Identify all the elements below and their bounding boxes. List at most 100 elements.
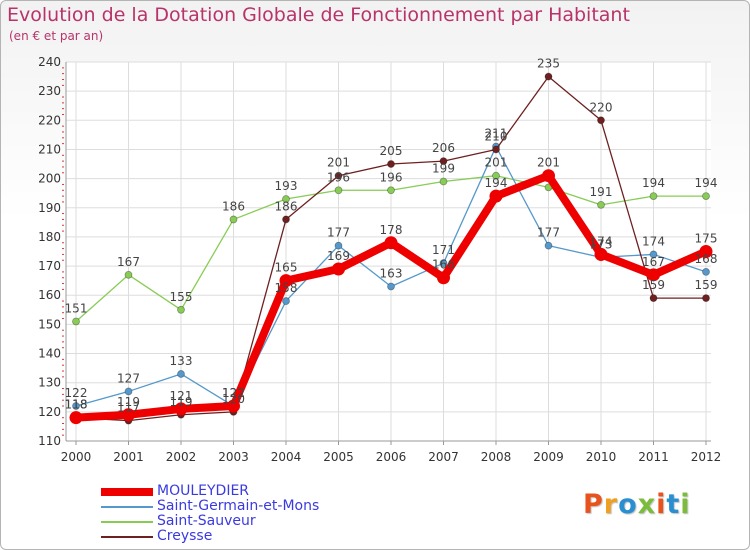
legend-swatch-saint-sauveur	[101, 521, 153, 523]
chart-title: Evolution de la Dotation Globale de Fonc…	[7, 4, 630, 26]
x-tick-label: 2007	[428, 450, 459, 464]
data-point-mouleydier	[647, 268, 660, 282]
data-point-creysse	[439, 157, 448, 166]
y-tick-label: 220	[38, 113, 61, 127]
data-point-saint-germain-et-mons	[124, 387, 133, 396]
data-point-saint-germain-et-mons	[439, 259, 448, 268]
data-label-saint-sauveur: 191	[590, 185, 613, 199]
data-point-saint-sauveur	[334, 186, 343, 195]
legend-swatch-mouleydier	[101, 488, 153, 496]
data-label-mouleydier: 165	[275, 261, 298, 275]
data-label-saint-sauveur: 167	[117, 255, 140, 269]
data-label-saint-sauveur: 194	[695, 176, 718, 190]
data-point-saint-sauveur	[492, 171, 500, 180]
data-label-creysse: 186	[275, 199, 298, 213]
data-label-creysse: 119	[170, 395, 193, 409]
data-label-saint-germain-et-mons: 211	[485, 127, 508, 141]
y-tick-label: 140	[38, 347, 61, 361]
x-tick-label: 2009	[533, 450, 564, 464]
data-point-saint-sauveur	[229, 215, 238, 224]
legend-label-saint-germain-et-mons: Saint-Germain-et-Mons	[157, 498, 320, 514]
data-point-mouleydier	[69, 411, 83, 425]
data-label-saint-germain-et-mons: 158	[275, 281, 298, 295]
logo-letter: o	[618, 489, 638, 520]
logo-letter: P	[583, 489, 604, 520]
data-point-mouleydier	[332, 262, 345, 276]
data-label-saint-germain-et-mons: 174	[642, 234, 665, 248]
x-tick-label: 2003	[218, 450, 249, 464]
x-tick-label: 2006	[376, 450, 407, 464]
x-tick-label: 2005	[323, 450, 354, 464]
data-label-saint-germain-et-mons: 163	[380, 266, 403, 280]
y-tick-label: 200	[38, 172, 61, 186]
data-label-saint-sauveur: 196	[327, 170, 350, 184]
data-label-creysse: 159	[695, 278, 718, 292]
legend-label-saint-sauveur: Saint-Sauveur	[157, 513, 256, 529]
data-label-saint-germain-et-mons: 173	[590, 237, 613, 251]
proxiti-logo[interactable]: Proxiti	[583, 489, 691, 520]
data-label-mouleydier: 201	[537, 156, 560, 170]
data-label-mouleydier: 118	[65, 398, 88, 412]
data-label-mouleydier: 178	[380, 223, 403, 237]
data-label-creysse: 206	[432, 141, 455, 155]
data-point-saint-sauveur	[702, 192, 710, 201]
y-tick-label: 160	[38, 288, 61, 302]
data-label-mouleydier: 121	[170, 389, 193, 403]
data-label-saint-germain-et-mons: 168	[695, 252, 718, 266]
data-point-creysse	[649, 294, 658, 303]
data-point-saint-germain-et-mons	[334, 241, 343, 250]
logo-letter: t	[666, 489, 681, 520]
data-label-saint-sauveur: 186	[222, 199, 245, 213]
x-tick-label: 2004	[271, 450, 302, 464]
data-point-creysse	[334, 171, 343, 180]
axes: 110 120 130 140 150 160 170 180 190 200 210 220 230 2…	[38, 55, 721, 464]
data-point-mouleydier	[594, 247, 608, 261]
plot-area	[66, 62, 711, 441]
data-label-mouleydier: 122	[222, 386, 245, 400]
data-label-saint-sauveur: 151	[65, 301, 88, 315]
y-tick-label: 110	[38, 434, 61, 448]
y-tick-label: 120	[38, 405, 61, 419]
legend-swatch-saint-germain-et-mons	[101, 506, 153, 508]
data-point-creysse	[387, 160, 395, 168]
data-label-creysse: 118	[65, 398, 88, 412]
y-tick-label: 150	[38, 317, 61, 331]
y-tick-label: 190	[38, 201, 61, 215]
data-label-creysse: 210	[485, 129, 508, 143]
data-label-mouleydier: 174	[590, 234, 613, 248]
legend-label-creysse: Creysse	[157, 528, 213, 544]
data-label-saint-germain-et-mons: 122	[65, 386, 88, 400]
data-label-creysse: 201	[327, 156, 350, 170]
data-label-saint-germain-et-mons: 171	[432, 243, 455, 257]
x-tick-label: 2001	[113, 450, 144, 464]
data-point-saint-germain-et-mons	[177, 370, 185, 378]
x-tick-label: 2010	[586, 450, 617, 464]
data-point-mouleydier	[227, 399, 240, 413]
data-point-creysse	[702, 294, 710, 303]
data-point-saint-sauveur	[282, 195, 290, 203]
data-label-saint-sauveur: 201	[485, 156, 508, 170]
x-tick-label: 2012	[691, 450, 722, 464]
data-point-mouleydier	[699, 245, 713, 258]
data-label-creysse: 117	[117, 401, 140, 415]
data-point-saint-sauveur	[72, 317, 80, 326]
data-point-saint-germain-et-mons	[72, 402, 80, 410]
y-tick-label: 230	[38, 84, 61, 98]
x-tick-label: 2008	[481, 450, 512, 464]
data-point-creysse	[282, 215, 290, 224]
y-tick-label: 130	[38, 376, 61, 390]
data-label-mouleydier: 167	[642, 255, 665, 269]
data-point-creysse	[597, 116, 605, 125]
data-label-saint-germain-et-mons: 133	[170, 354, 193, 368]
logo-letter: x	[637, 489, 657, 520]
data-point-saint-sauveur	[177, 305, 185, 314]
legend-swatch-creysse	[101, 536, 153, 538]
data-label-mouleydier: 119	[117, 395, 140, 409]
data-point-mouleydier	[384, 236, 398, 250]
data-point-saint-germain-et-mons	[544, 241, 553, 250]
x-tick-label: 2011	[638, 450, 669, 464]
data-label-creysse: 235	[537, 57, 560, 71]
data-point-mouleydier	[542, 169, 555, 183]
grid	[66, 61, 711, 442]
